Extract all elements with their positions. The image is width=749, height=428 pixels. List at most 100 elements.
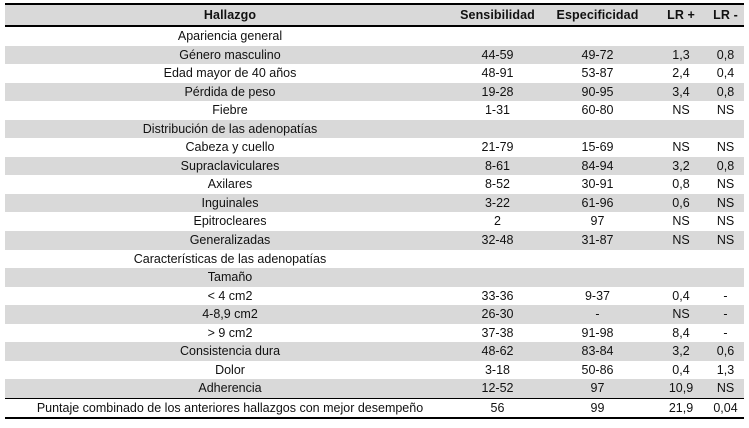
table-row: Generalizadas 32-48 31-87 NS NS bbox=[5, 231, 744, 250]
hallazgo-cell: Dolor bbox=[215, 362, 245, 377]
table-row: 4-8,9 cm2 26-30- NS - bbox=[5, 305, 744, 324]
lr-minus-cell: NS bbox=[707, 193, 744, 213]
hallazgo-cell: Consistencia dura bbox=[5, 342, 455, 361]
lr-plus-cell: 3,2 bbox=[655, 156, 707, 176]
hallazgo-cell: Tamaño bbox=[5, 268, 455, 287]
lr-plus-cell bbox=[655, 119, 707, 139]
hallazgo-cell: Edad mayor de 40 años bbox=[163, 66, 297, 81]
sensibilidad-cell: 3-22 bbox=[455, 193, 540, 213]
lr-minus-cell bbox=[707, 119, 744, 139]
lr-plus-cell bbox=[655, 268, 707, 287]
lr-minus-cell: NS bbox=[707, 379, 744, 399]
sensibilidad-cell bbox=[455, 268, 540, 287]
especificidad-cell: 50-86 bbox=[581, 362, 614, 377]
table-row: Cabeza y cuello 21-79 15-69 NS NS bbox=[5, 138, 744, 157]
lr-minus-cell: 0,04 bbox=[707, 397, 744, 419]
hallazgo-cell: > 9 cm2 bbox=[207, 325, 253, 340]
col-header-lr-minus: LR - bbox=[707, 4, 744, 27]
summary-row: Puntaje combinado de los anteriores hall… bbox=[5, 397, 744, 419]
lr-plus-cell: NS bbox=[672, 214, 690, 229]
hallazgo-cell: Distribución de las adenopatías bbox=[5, 119, 455, 139]
table-row: Supraclaviculares 8-61 84-94 3,2 0,8 bbox=[5, 156, 744, 176]
hallazgo-cell: Cabeza y cuello bbox=[185, 140, 275, 155]
lr-minus-cell: 0,8 bbox=[707, 82, 744, 102]
lr-plus-cell: NS bbox=[672, 103, 690, 118]
lr-minus-cell: NS bbox=[716, 214, 735, 229]
lr-plus-cell: 0,6 bbox=[655, 193, 707, 213]
lr-plus-cell: NS bbox=[655, 231, 707, 250]
col-header-especificidad: Especificidad bbox=[540, 4, 655, 27]
sensibilidad-cell: 56 bbox=[455, 397, 540, 419]
sensibilidad-cell: 44-59 bbox=[455, 45, 540, 65]
especificidad-cell: 91-98 bbox=[581, 325, 614, 340]
lr-minus-cell bbox=[707, 250, 744, 269]
sensibilidad-cell: 48-62 bbox=[455, 342, 540, 361]
lr-minus-cell: NS bbox=[716, 103, 735, 118]
section-row: Tamaño bbox=[5, 268, 744, 287]
lr-minus-cell: 1,3 bbox=[716, 362, 735, 377]
lr-plus-cell: 2,4 bbox=[672, 66, 690, 81]
sensibilidad-cell: 2 bbox=[494, 214, 501, 229]
hallazgo-cell: Pérdida de peso bbox=[5, 82, 455, 102]
sensibilidad-cell: 1-31 bbox=[484, 103, 511, 118]
lr-plus-cell: 0,4 bbox=[672, 362, 690, 377]
hallazgo-cell: Puntaje combinado de los anteriores hall… bbox=[5, 397, 455, 419]
lr-minus-cell bbox=[707, 26, 744, 46]
lr-minus-cell: 0,4 bbox=[716, 66, 735, 81]
table-row: > 9 cm2 37-38 91-98 8,4 - bbox=[5, 324, 744, 343]
hallazgo-cell: Inguinales bbox=[5, 193, 455, 213]
table-row: Inguinales 3-22 61-96 0,6 NS bbox=[5, 193, 744, 213]
sensibilidad-cell: 3-18 bbox=[484, 362, 511, 377]
especificidad-cell: - bbox=[540, 305, 655, 324]
lr-plus-cell: 0,4 bbox=[672, 288, 690, 303]
sensibilidad-cell: 32-48 bbox=[455, 231, 540, 250]
especificidad-cell: 49-72 bbox=[540, 45, 655, 65]
especificidad-cell: 31-87 bbox=[540, 231, 655, 250]
table-row: Adherencia 12-52 97 10,9 NS bbox=[5, 379, 744, 399]
hallazgo-cell: 4-8,9 cm2 bbox=[5, 305, 455, 324]
col-header-lr-plus: LR + bbox=[655, 4, 707, 27]
section-row: Distribución de las adenopatías bbox=[5, 119, 744, 139]
lr-minus-cell: - bbox=[707, 305, 744, 324]
especificidad-cell: 15-69 bbox=[581, 140, 614, 155]
especificidad-cell: 97 bbox=[590, 214, 605, 229]
lr-plus-cell: NS bbox=[672, 140, 690, 155]
hallazgo-cell: < 4 cm2 bbox=[207, 288, 253, 303]
lr-minus-cell: 0,8 bbox=[707, 45, 744, 65]
lr-plus-cell: 3,4 bbox=[655, 82, 707, 102]
table-body: Apariencia general Género masculino 44-59 4… bbox=[5, 26, 744, 419]
page: { "colors": { "row_stripe": "#d9d9d9", "… bbox=[0, 3, 749, 428]
hallazgo-cell: Apariencia general bbox=[177, 29, 283, 44]
table-row: Fiebre 1-31 60-80 NS NS bbox=[5, 101, 744, 120]
sensibilidad-cell bbox=[455, 250, 540, 269]
lr-plus-cell bbox=[655, 250, 707, 269]
lr-plus-cell: 10,9 bbox=[655, 379, 707, 399]
section-row: Características de las adenopatías bbox=[5, 250, 744, 269]
lr-minus-cell: 0,6 bbox=[707, 342, 744, 361]
lr-plus-cell: 21,9 bbox=[655, 397, 707, 419]
hallazgo-cell: Axilares bbox=[207, 177, 253, 192]
table-row: Epitrocleares 2 97 NS NS bbox=[5, 212, 744, 231]
especificidad-cell: 99 bbox=[540, 397, 655, 419]
sensibilidad-cell: 21-79 bbox=[481, 140, 514, 155]
especificidad-cell: 9-37 bbox=[584, 288, 611, 303]
especificidad-cell: 90-95 bbox=[540, 82, 655, 102]
table-row: < 4 cm2 33-36 9-37 0,4 - bbox=[5, 287, 744, 306]
lr-plus-cell bbox=[655, 26, 707, 46]
table-row: Dolor 3-18 50-86 0,4 1,3 bbox=[5, 361, 744, 380]
sensibilidad-cell: 26-30 bbox=[455, 305, 540, 324]
table-row: Género masculino 44-59 49-72 1,3 0,8 bbox=[5, 45, 744, 65]
especificidad-cell bbox=[540, 268, 655, 287]
sensibilidad-cell: 8-52 bbox=[484, 177, 511, 192]
table-row: Pérdida de peso 19-28 90-95 3,4 0,8 bbox=[5, 82, 744, 102]
hallazgo-cell: Género masculino bbox=[5, 45, 455, 65]
especificidad-cell: 84-94 bbox=[540, 156, 655, 176]
especificidad-cell: 97 bbox=[540, 379, 655, 399]
sensibilidad-cell: 8-61 bbox=[455, 156, 540, 176]
hallazgo-cell: Generalizadas bbox=[5, 231, 455, 250]
especificidad-cell: 30-91 bbox=[581, 177, 614, 192]
especificidad-cell: 53-87 bbox=[581, 66, 614, 81]
header-row: Hallazgo Sensibilidad Especificidad LR +… bbox=[5, 4, 744, 27]
table-row: Edad mayor de 40 años 48-91 53-87 2,4 0,4 bbox=[5, 64, 744, 83]
especificidad-cell bbox=[540, 26, 655, 46]
